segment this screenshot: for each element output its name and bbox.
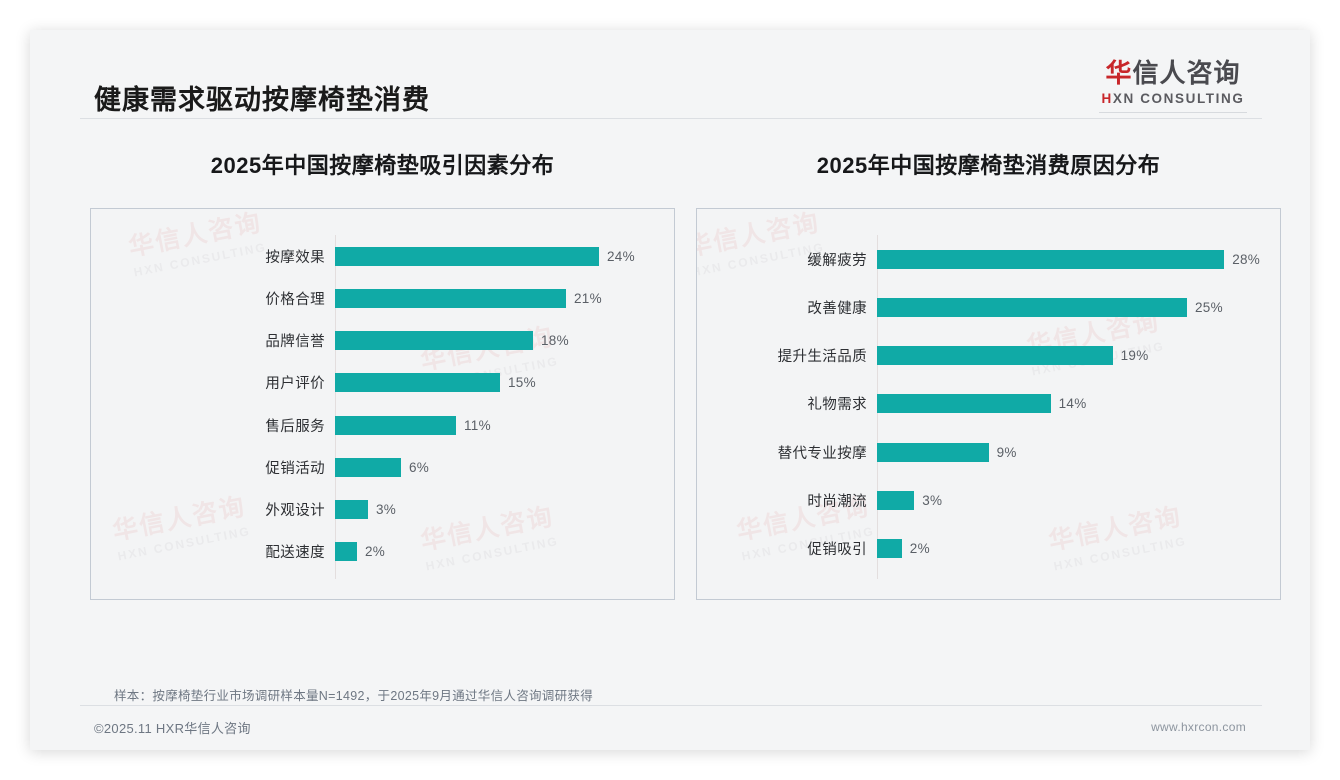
bar-category-label: 替代专业按摩 [777,445,867,462]
logo-char-hua: 华 [1105,58,1133,88]
bar-row: 按摩效果 24% [91,241,674,271]
slide-canvas: 健康需求驱动按摩椅垫消费 华信人咨询 HXN CONSULTING 2025年中… [30,30,1310,750]
footer-website: www.hxrcon.com [1151,720,1246,734]
bar-row: 促销吸引 2% [697,534,1280,564]
header-divider [80,118,1262,119]
bar-value-label: 2% [365,544,386,560]
bar-fill [877,491,915,511]
bar-row: 替代专业按摩 9% [697,437,1280,467]
sample-footnote: 样本：按摩椅垫行业市场调研样本量N=1492，于2025年9月通过华信人咨询调研… [114,689,593,703]
bar-category-label: 价格合理 [265,291,325,308]
bar-category-label: 促销吸引 [807,542,867,559]
chart-axis-line-left [335,235,336,579]
bar-row: 价格合理 21% [91,283,674,313]
bar-rows-left: 按摩效果 24% 价格合理 21% 品牌信誉 18% 用户评价 15% 售后服务 11% 促销活动 6… [91,209,674,599]
bar-row: 礼物需求 14% [697,389,1280,419]
bar-row: 提升生活品质 19% [697,341,1280,371]
bar-fill [877,539,902,559]
logo-chinese-text: 华信人咨询 [1078,58,1268,88]
bar-value-label: 2% [909,541,930,557]
bar-fill [335,542,357,562]
bar-value-label: 14% [1058,396,1087,412]
bar-fill [877,394,1051,414]
bar-fill [335,331,533,351]
bar-row: 配送速度 2% [91,537,674,567]
bar-fill [335,457,401,477]
logo-underline [1099,112,1247,113]
bar-category-label: 品牌信誉 [265,334,325,351]
logo-en-initial: H [1101,91,1113,106]
bar-category-label: 配送速度 [265,545,325,562]
bar-category-label: 外观设计 [265,503,325,520]
bar-fill [335,246,599,266]
bar-category-label: 提升生活品质 [777,349,867,366]
page-title: 健康需求驱动按摩椅垫消费 [94,85,430,115]
chart-title-left: 2025年中国按摩椅垫吸引因素分布 [210,153,555,178]
chart-title-right: 2025年中国按摩椅垫消费原因分布 [816,153,1161,178]
footer-copyright: ©2025.11 HXR华信人咨询 [94,721,251,736]
bar-category-label: 时尚潮流 [807,494,867,511]
bar-fill [335,500,368,520]
chart-block-attraction-factors: 2025年中国按摩椅垫吸引因素分布 华信人咨询 HXN CONSULTING 华… [90,148,675,600]
bar-category-label: 缓解疲劳 [807,252,867,269]
bar-value-label: 25% [1195,299,1223,315]
chart-panel-right: 华信人咨询 HXN CONSULTING 华信人咨询 HXN CONSULTIN… [696,208,1281,600]
chart-panel-left: 华信人咨询 HXN CONSULTING 华信人咨询 HXN CONSULTIN… [90,208,675,600]
bar-row: 促销活动 6% [91,452,674,482]
bar-row: 用户评价 15% [91,368,674,398]
bar-row: 时尚潮流 3% [697,486,1280,516]
slide-header: 健康需求驱动按摩椅垫消费 华信人咨询 HXN CONSULTING [30,30,1310,119]
bar-rows-right: 缓解疲劳 28% 改善健康 25% 提升生活品质 19% 礼物需求 14% 替代专业按摩 9% 时尚… [697,209,1280,599]
bar-fill [877,346,1113,366]
bar-value-label: 21% [574,290,602,306]
bar-fill [877,297,1187,317]
bar-value-label: 3% [376,502,397,518]
bar-value-label: 6% [409,459,430,475]
company-logo: 华信人咨询 HXN CONSULTING [1078,58,1268,113]
logo-english-text: HXN CONSULTING [1078,91,1268,106]
bar-fill [335,415,456,435]
bar-value-label: 24% [607,248,635,264]
bar-category-label: 按摩效果 [265,249,325,266]
bar-category-label: 礼物需求 [807,397,867,414]
bar-fill [877,249,1225,269]
bar-value-label: 18% [541,333,569,349]
bar-value-label: 19% [1120,348,1149,364]
bar-row: 缓解疲劳 28% [697,244,1280,274]
bar-row: 品牌信誉 18% [91,326,674,356]
bar-fill [335,373,500,393]
chart-block-consumption-reasons: 2025年中国按摩椅垫消费原因分布 华信人咨询 HXN CONSULTING 华… [696,148,1281,600]
bar-row: 售后服务 11% [91,410,674,440]
bar-row: 改善健康 25% [697,292,1280,322]
bar-row: 外观设计 3% [91,495,674,525]
bar-category-label: 改善健康 [807,300,867,317]
bar-category-label: 售后服务 [265,418,325,435]
bar-value-label: 15% [508,375,536,391]
bar-value-label: 11% [464,417,491,433]
logo-chinese-rest: 信人咨询 [1132,58,1241,88]
bar-value-label: 9% [996,444,1017,460]
bar-fill [877,442,989,462]
bar-category-label: 促销活动 [265,460,325,477]
bar-fill [335,288,566,308]
bar-value-label: 3% [922,493,943,509]
bar-value-label: 28% [1232,251,1261,267]
footer-divider [80,705,1262,706]
bar-category-label: 用户评价 [265,376,325,393]
logo-en-rest: XN CONSULTING [1112,91,1245,106]
